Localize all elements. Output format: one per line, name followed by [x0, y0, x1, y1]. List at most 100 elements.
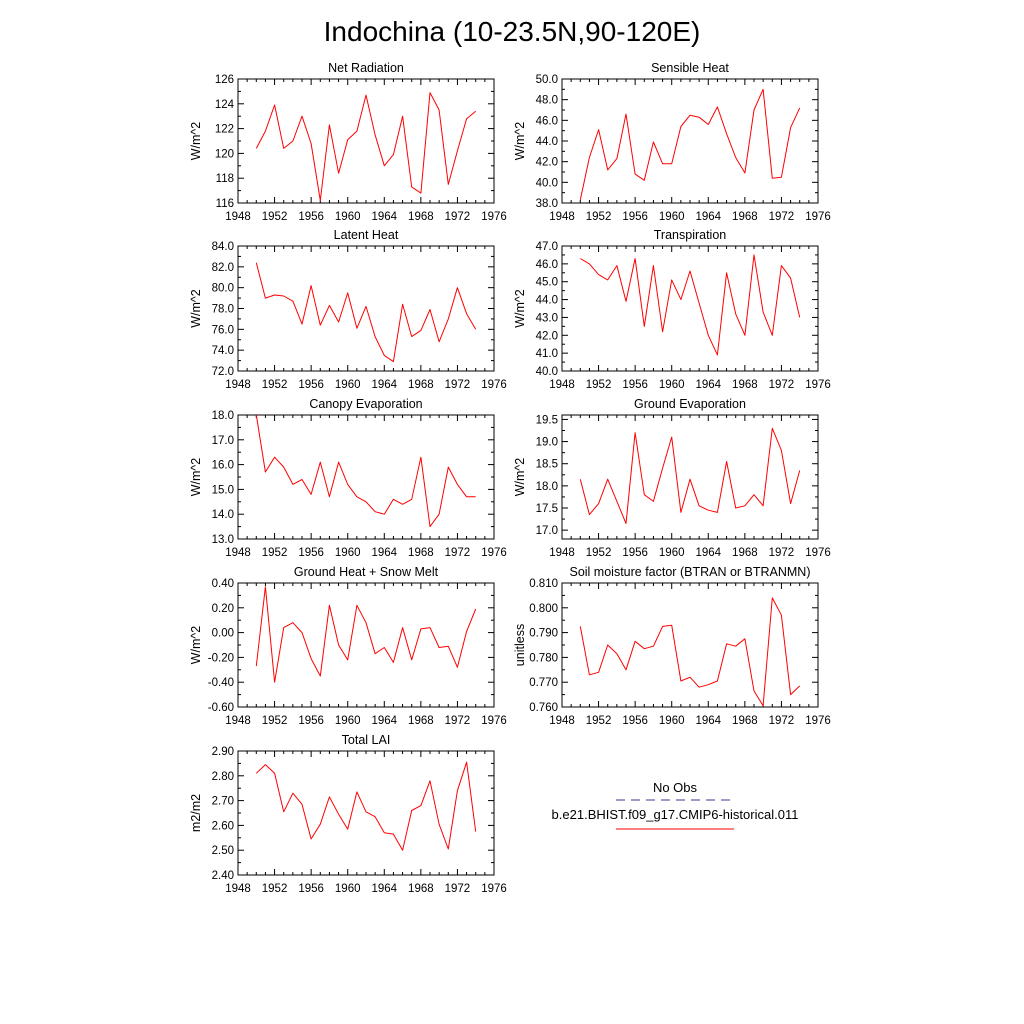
y-tick-label: 0.790	[529, 628, 558, 640]
y-axis-label: W/m^2	[513, 122, 527, 161]
y-tick-label: 40.0	[536, 366, 558, 378]
y-tick-label: 2.70	[212, 796, 234, 808]
x-tick-label: 1948	[225, 883, 251, 895]
figure-title: Indochina (10-23.5N,90-120E)	[324, 16, 701, 47]
x-tick-label: 1960	[335, 211, 361, 223]
y-tick-label: 16.0	[212, 460, 234, 472]
y-tick-label: 2.80	[212, 771, 234, 783]
y-tick-label: 2.40	[212, 870, 234, 882]
y-tick-label: 72.0	[212, 366, 234, 378]
y-tick-label: 2.90	[212, 746, 234, 758]
panel-title: Latent Heat	[334, 228, 399, 242]
x-tick-label: 1948	[549, 379, 575, 391]
y-tick-label: 15.0	[212, 484, 234, 496]
y-tick-label: 17.5	[536, 503, 558, 515]
series-line	[579, 427, 801, 524]
x-tick-label: 1948	[549, 211, 575, 223]
x-tick-label: 1976	[805, 715, 831, 727]
y-axis-label: W/m^2	[189, 458, 203, 497]
x-tick-label: 1952	[262, 211, 288, 223]
x-tick-label: 1968	[408, 715, 434, 727]
y-tick-label: 126	[215, 74, 234, 86]
panel-5: Canopy Evaporation W/m^2 1948 1952 1956 1960 1…	[189, 397, 507, 559]
y-tick-label: 13.0	[212, 534, 234, 546]
plot-frame	[237, 245, 495, 372]
panel-2: Sensible Heat W/m^2 1948 1952 1956 1960 1964 19…	[513, 61, 831, 223]
x-tick-label: 1964	[695, 379, 721, 391]
x-tick-label: 1956	[622, 379, 648, 391]
y-tick-label: 19.5	[536, 414, 558, 426]
x-tick-label: 1960	[659, 715, 685, 727]
y-tick-label: 18.5	[536, 459, 558, 471]
y-tick-label: 17.0	[536, 525, 558, 537]
series-line	[255, 414, 476, 528]
panel-1: Net Radiation W/m^2 1948 1952 1956 1960 1964 19…	[189, 61, 507, 223]
x-tick-label: 1968	[732, 211, 758, 223]
y-tick-label: 46.0	[536, 115, 558, 127]
y-tick-label: 74.0	[212, 345, 234, 357]
y-tick-label: 0.800	[529, 603, 558, 615]
y-tick-label: 122	[215, 124, 234, 136]
y-axis-label: m2/m2	[189, 794, 203, 832]
y-axis-label: W/m^2	[189, 626, 203, 665]
x-tick-label: 1960	[335, 715, 361, 727]
y-tick-label: 0.810	[529, 578, 558, 590]
panel-title: Total LAI	[342, 733, 391, 747]
plot-frame	[237, 78, 495, 204]
x-tick-label: 1968	[408, 547, 434, 559]
panel-title: Ground Heat + Snow Melt	[294, 565, 439, 579]
x-tick-label: 1952	[586, 547, 612, 559]
y-tick-label: 43.0	[536, 312, 558, 324]
y-tick-label: 120	[215, 148, 234, 160]
y-tick-label: 44.0	[536, 295, 558, 307]
plot-frame	[561, 582, 819, 708]
x-tick-label: 1952	[262, 715, 288, 727]
x-tick-label: 1960	[659, 547, 685, 559]
series-line	[579, 88, 801, 201]
panel-7: Ground Heat + Snow Melt W/m^2 1948 1952 1956…	[189, 565, 507, 727]
x-tick-label: 1952	[262, 883, 288, 895]
panel-8: Soil moisture factor (BTRAN or BTRANMN) u…	[513, 565, 831, 727]
x-tick-label: 1964	[695, 715, 721, 727]
x-tick-label: 1972	[769, 379, 795, 391]
plot-frame	[237, 414, 495, 540]
y-tick-label: 0.770	[529, 677, 558, 689]
panel-title: Ground Evaporation	[634, 397, 746, 411]
legend-model-label: b.e21.BHIST.f09_g17.CMIP6-historical.011	[552, 807, 799, 822]
x-tick-label: 1964	[371, 211, 397, 223]
x-tick-label: 1960	[659, 379, 685, 391]
y-tick-label: 40.0	[536, 177, 558, 189]
y-tick-label: 38.0	[536, 198, 558, 210]
x-tick-label: 1956	[622, 211, 648, 223]
panel-title: Sensible Heat	[651, 61, 729, 75]
y-tick-label: 0.20	[212, 603, 234, 615]
plot-frame	[237, 582, 495, 708]
series-line	[579, 597, 801, 707]
y-tick-label: 84.0	[212, 241, 234, 253]
y-tick-label: 0.00	[212, 628, 234, 640]
panel-9: Total LAI m2/m2 1948 1952 1956 1960 1964 1968 19…	[189, 733, 507, 895]
x-tick-label: 1952	[262, 547, 288, 559]
panel-title: Transpiration	[654, 228, 727, 242]
x-tick-label: 1972	[445, 547, 471, 559]
y-axis-label: W/m^2	[513, 458, 527, 497]
y-tick-label: 0.40	[212, 578, 234, 590]
y-tick-label: 18.0	[536, 481, 558, 493]
panels: Net Radiation W/m^2 1948 1952 1956 1960 1964 19…	[189, 61, 831, 895]
x-tick-label: 1956	[298, 211, 324, 223]
x-tick-label: 1972	[445, 883, 471, 895]
x-tick-label: 1964	[371, 547, 397, 559]
x-tick-label: 1948	[549, 547, 575, 559]
y-tick-label: -0.20	[208, 652, 234, 664]
x-tick-label: 1968	[732, 547, 758, 559]
panel-title: Net Radiation	[328, 61, 404, 75]
plot-frame	[561, 414, 819, 540]
x-tick-label: 1972	[769, 547, 795, 559]
x-tick-label: 1964	[695, 211, 721, 223]
x-tick-label: 1964	[371, 883, 397, 895]
x-tick-label: 1956	[622, 547, 648, 559]
x-tick-label: 1952	[586, 715, 612, 727]
x-tick-label: 1968	[408, 379, 434, 391]
y-tick-label: 124	[215, 99, 235, 111]
y-tick-label: 80.0	[212, 283, 234, 295]
